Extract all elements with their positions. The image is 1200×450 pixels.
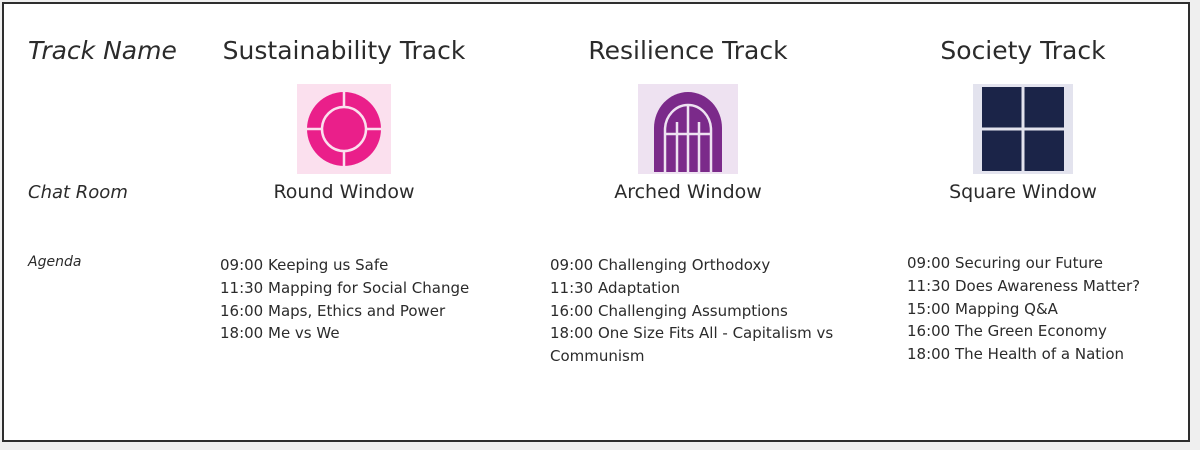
agenda-list-sustainability: 09:00 Keeping us Safe 11:30 Mapping for …: [220, 254, 469, 345]
room-name-round-window: Round Window: [273, 181, 415, 203]
agenda-item: 11:30 Does Awareness Matter?: [907, 276, 1141, 295]
track-title-resilience: Resilience Track: [588, 36, 788, 65]
agenda-item: 09:00 Securing our Future: [907, 254, 1104, 272]
room-name-arched-window: Arched Window: [614, 181, 762, 203]
agenda-item: 16:00 Challenging Assumptions: [550, 301, 788, 320]
agenda-item: 16:00 Maps, Ethics and Power: [220, 301, 446, 320]
track-title-society: Society Track: [940, 36, 1106, 65]
round-window-icon: [297, 84, 391, 174]
chat-room-label: Chat Room: [28, 182, 128, 203]
agenda-item: 11:30 Adaptation: [550, 278, 681, 297]
track-title-sustainability: Sustainability Track: [222, 36, 466, 65]
agenda-item: 09:00 Keeping us Safe: [220, 256, 389, 274]
agenda-list-society: 09:00 Securing our Future 11:30 Does Awa…: [907, 252, 1140, 366]
room-name-square-window: Square Window: [949, 181, 1097, 203]
agenda-item: Communism: [550, 347, 645, 366]
track-name-label: Track Name: [28, 36, 177, 65]
agenda-item: 09:00 Challenging Orthodoxy: [550, 256, 771, 274]
agenda-item: 11:30 Mapping for Social Change: [220, 278, 470, 297]
schedule-table: Track Name Chat Room Agenda Sustainabili…: [2, 2, 1190, 442]
agenda-item: 18:00 Me vs We: [220, 324, 340, 343]
agenda-item: 15:00 Mapping Q&A: [907, 299, 1058, 318]
agenda-item: 18:00 One Size Fits All - Capitalism vs: [550, 324, 834, 343]
agenda-item: 18:00 The Health of a Nation: [907, 345, 1125, 364]
agenda-item: 16:00 The Green Economy: [907, 322, 1107, 341]
arched-window-icon: [638, 84, 738, 174]
agenda-list-resilience: 09:00 Challenging Orthodoxy 11:30 Adapta…: [550, 254, 833, 368]
agenda-label: Agenda: [28, 254, 82, 270]
square-window-icon: [973, 84, 1073, 174]
